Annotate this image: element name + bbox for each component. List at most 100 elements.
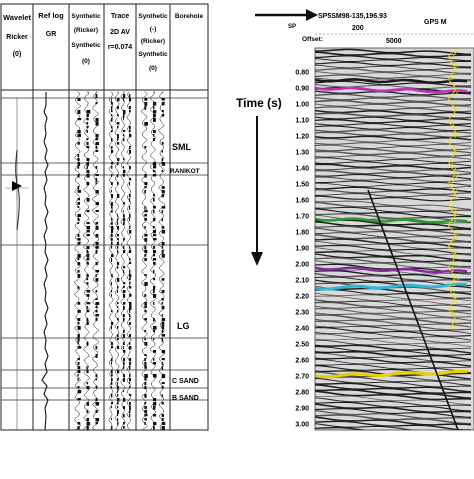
wiggle-fill	[153, 238, 157, 241]
wiggle-trace	[92, 91, 100, 431]
wiggle-fill	[117, 142, 120, 145]
wiggle-fill	[95, 274, 97, 277]
wiggle-fill	[111, 358, 113, 362]
reflector	[315, 186, 472, 193]
wiggle-fill	[161, 254, 165, 258]
well-track-dot	[455, 232, 458, 234]
well-track-dot	[451, 224, 453, 226]
well-track-dot	[452, 270, 454, 272]
well-track-dot	[456, 70, 459, 72]
wiggle-fill	[129, 110, 131, 113]
wiggle-fill	[144, 358, 146, 362]
wiggle-fill	[123, 118, 124, 121]
well-track-dot	[453, 107, 456, 109]
wiggle-fill	[144, 354, 147, 356]
wiggle-fill	[144, 342, 148, 346]
wiggle-fill	[153, 290, 155, 294]
well-track-dot	[454, 67, 456, 69]
wiggle-fill	[123, 246, 125, 249]
wiggle-fill	[129, 334, 131, 338]
reflector	[315, 420, 471, 430]
well-track-dot	[449, 207, 452, 209]
well-track-dot	[457, 214, 459, 216]
well-track-dot	[450, 61, 453, 63]
gr-log-curve	[41, 92, 49, 431]
wiggle-fill	[95, 178, 98, 182]
reflector	[315, 64, 472, 70]
reflector	[315, 154, 472, 160]
wiggle-fill	[161, 290, 165, 294]
well-track-dot	[456, 92, 458, 94]
well-track-dot	[454, 178, 456, 180]
well-track-dot	[451, 182, 453, 184]
wiggle-fill	[117, 114, 119, 116]
wiggle-fill	[86, 158, 90, 161]
wiggle-fill	[153, 162, 157, 166]
reflector	[315, 295, 472, 305]
reflector	[315, 301, 472, 312]
reflector	[315, 403, 472, 413]
reflector	[315, 395, 472, 405]
time-tick: 1.90	[295, 246, 309, 253]
wiggle-fill	[129, 250, 132, 253]
horizon-line	[315, 78, 468, 84]
reflector	[315, 260, 472, 269]
wiggle-fill	[153, 246, 156, 249]
wiggle-fill	[129, 94, 131, 98]
time-tick: 1.20	[295, 134, 309, 141]
well-track-dot	[448, 203, 450, 205]
wiggle-fill	[144, 258, 147, 262]
well-track-dot	[453, 166, 455, 168]
wiggle-fill	[123, 266, 126, 269]
wiggle-fill	[77, 242, 81, 245]
wiggle-fill	[111, 218, 113, 221]
wiggle-fill	[111, 402, 114, 405]
wiggle-fill	[144, 182, 148, 185]
wiggle-fill	[144, 282, 148, 286]
wiggle-fill	[111, 210, 113, 213]
wiggle-fill	[129, 146, 131, 150]
wiggle-fill	[111, 322, 114, 326]
well-track-dot	[448, 163, 451, 165]
wiggle-fill	[86, 386, 90, 390]
wiggle-fill	[153, 198, 155, 202]
wiggle-fill	[123, 346, 124, 350]
well-track-dot	[453, 279, 456, 281]
wiggle-fill	[117, 250, 118, 254]
wiggle-fill	[95, 318, 98, 321]
wiggle-fill	[144, 246, 147, 250]
well-track-dot	[453, 127, 455, 129]
well-track-dot	[453, 149, 456, 151]
reflector	[315, 173, 472, 180]
wiggle-fill	[111, 374, 113, 377]
seismic-svg: SP5SM98-135,196.93 GPS M SP 200 Offset: …	[236, 9, 474, 431]
wiggle-fill	[153, 134, 155, 137]
well-track-dot	[454, 126, 456, 128]
well-track-dot	[448, 265, 450, 267]
wiggle-fill	[111, 190, 112, 193]
reflector	[315, 71, 472, 77]
wiggle-fill	[161, 322, 165, 326]
well-track-dot	[454, 220, 456, 222]
wiggle-fill	[123, 318, 125, 322]
wiggle-fill	[95, 314, 99, 317]
well-track-dot	[454, 171, 456, 173]
wiggle-fill	[161, 302, 164, 305]
wiggle-fill	[161, 162, 166, 166]
header-trace-3: r=0.074	[108, 44, 132, 51]
well-track-dot	[448, 55, 451, 57]
wiggle-fill	[77, 162, 81, 166]
reflector	[315, 131, 472, 138]
well-track-dot	[451, 204, 453, 206]
wiggle-fill	[161, 142, 164, 145]
wiggle-fill	[95, 150, 99, 152]
well-track-dot	[452, 231, 455, 233]
well-track-dot	[456, 108, 459, 110]
well-tie-svg: Wavelet Ricker (0) Ref log GR Synthetic …	[0, 3, 209, 431]
well-track-dot	[456, 196, 458, 198]
wiggle-fill	[77, 234, 80, 238]
wiggle-fill	[86, 230, 90, 233]
wiggle-fill	[111, 150, 114, 153]
wiggle-fill	[111, 342, 113, 346]
well-track-dot	[451, 120, 453, 122]
